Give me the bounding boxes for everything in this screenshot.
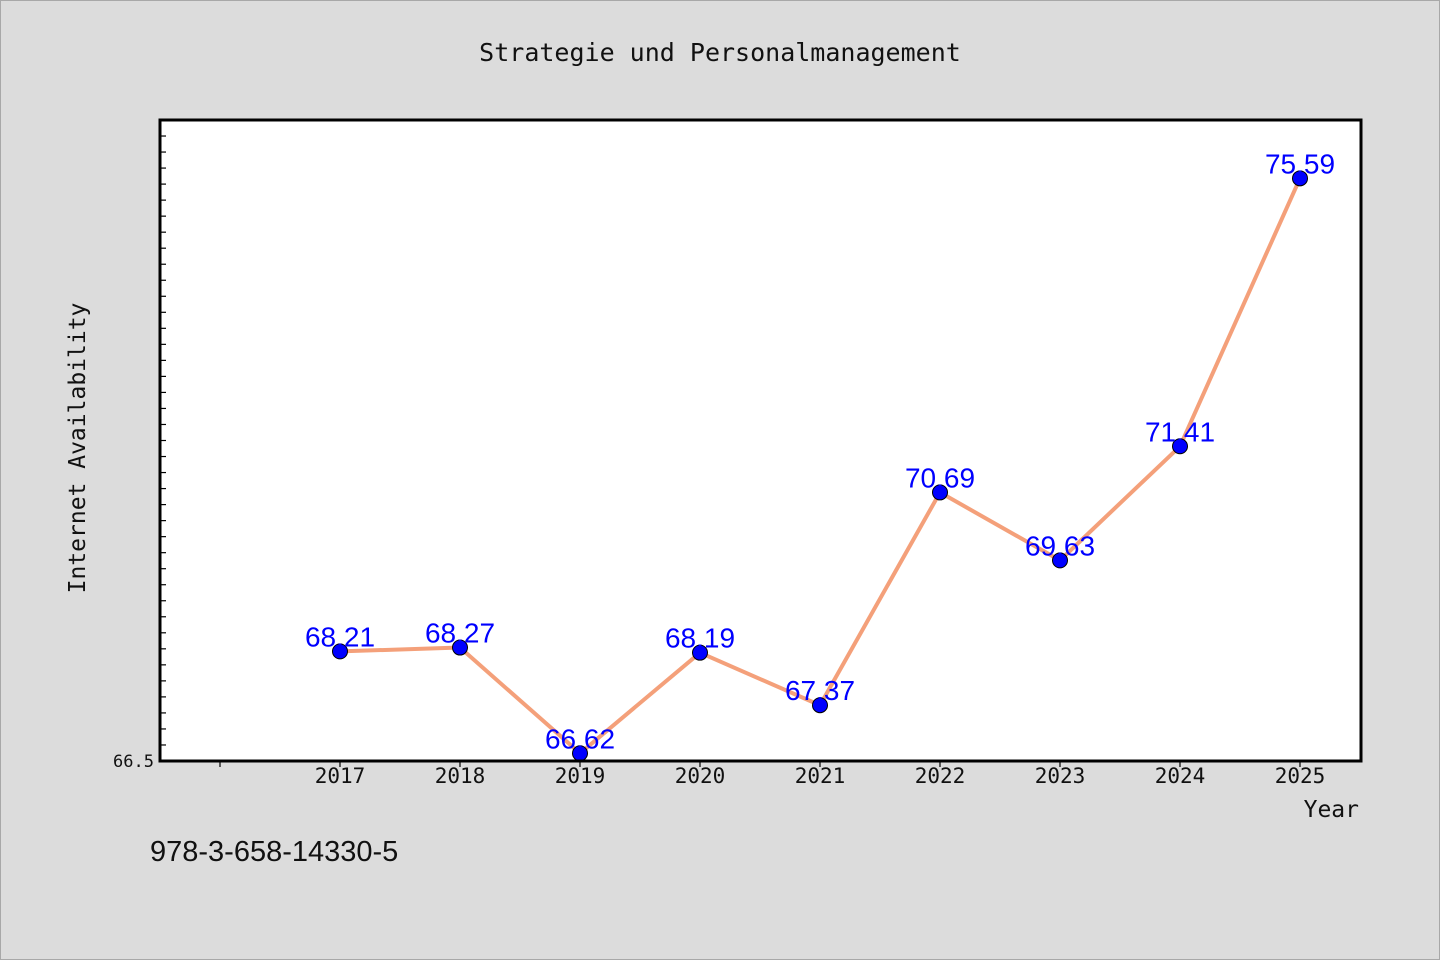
data-point (1052, 552, 1068, 569)
data-label: 69.63 (1025, 530, 1095, 561)
data-point (932, 484, 948, 501)
isbn-text: 978-3-658-14330-5 (150, 836, 399, 868)
x-axis-tick-labels: 2017 2018 2019 2020 2021 2022 2023 2024 2025 (315, 764, 1326, 788)
data-point (1292, 170, 1308, 187)
data-label: 67.37 (785, 675, 855, 706)
data-labels: 68.21 68.27 66.62 68.19 67.37 70.69 69.63 71.41… (305, 148, 1335, 754)
x-tick-label: 2022 (915, 764, 966, 788)
data-point (812, 697, 828, 714)
data-point (692, 644, 708, 661)
chart-title: Strategie und Personalmanagement (479, 38, 961, 67)
x-tick-label: 2019 (555, 764, 606, 788)
data-markers (332, 170, 1308, 762)
data-label: 75.59 (1265, 148, 1335, 179)
data-label: 68.27 (425, 618, 495, 649)
x-tick-label: 2017 (315, 764, 366, 788)
x-tick-label: 2020 (675, 764, 726, 788)
data-point (452, 639, 468, 656)
data-point (1172, 438, 1188, 455)
data-label: 68.21 (305, 621, 375, 652)
x-tick-label: 2025 (1275, 764, 1326, 788)
x-tick-label: 2018 (435, 764, 486, 788)
plot-area (160, 120, 1361, 761)
y-tick-label: 66.5 (113, 752, 154, 772)
y-axis-label: Internet Availability (65, 303, 91, 594)
x-tick-label: 2024 (1155, 764, 1206, 788)
x-axis-label: Year (1304, 797, 1359, 823)
x-tick-label: 2021 (795, 764, 846, 788)
data-point (332, 643, 348, 660)
data-label: 66.62 (545, 723, 615, 754)
plot-border (158, 118, 1363, 763)
data-label: 68.19 (665, 623, 735, 654)
data-label: 71.41 (1145, 416, 1215, 447)
data-label: 70.69 (905, 462, 975, 493)
x-tick-label: 2023 (1035, 764, 1086, 788)
